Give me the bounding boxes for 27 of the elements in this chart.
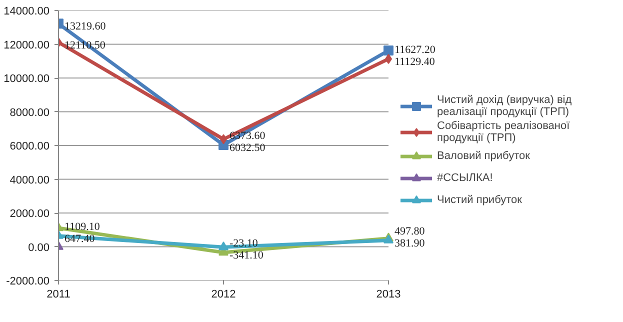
x-tick-label: 2011: [46, 288, 70, 300]
data-label: 497.80: [394, 225, 426, 238]
data-label: -341.10: [230, 250, 264, 262]
data-label: 13219.60: [64, 20, 106, 33]
data-label: 381.90: [394, 237, 426, 250]
y-tick-label: -2000.00: [6, 276, 50, 288]
y-tick-label: 12000.00: [4, 39, 50, 52]
y-tick-label: 10000.00: [4, 73, 50, 85]
data-label: 11129.40: [394, 56, 436, 68]
point: [218, 241, 228, 250]
y-tick-label: 14000.00: [4, 6, 50, 18]
legend-label: Собівартість реалізованої продукції (ТРП): [437, 120, 570, 144]
y-tick-label: 2000.00: [10, 208, 50, 220]
legend-label: Чистий прибуток: [437, 194, 522, 206]
x-tick-label: 2012: [211, 288, 236, 300]
data-label: 6032.50: [230, 142, 266, 154]
x-tick-label: 2013: [376, 288, 401, 300]
y-tick-label: 4000.00: [10, 174, 50, 186]
legend-label: Валовий прибуток: [437, 150, 530, 162]
y-tick-label: 6000.00: [10, 140, 50, 152]
y-tick-label: 0.00: [28, 242, 50, 254]
legend-label: #ССЫЛКА!: [437, 172, 493, 184]
data-label: 11627.20: [394, 44, 436, 56]
point: [384, 46, 394, 56]
y-tick-label: 8000.00: [10, 106, 50, 119]
legend-label: Чистий дохід (виручка) від реалізації продукції (ТРП): [437, 94, 572, 118]
data-label: 1109.10: [64, 220, 100, 233]
